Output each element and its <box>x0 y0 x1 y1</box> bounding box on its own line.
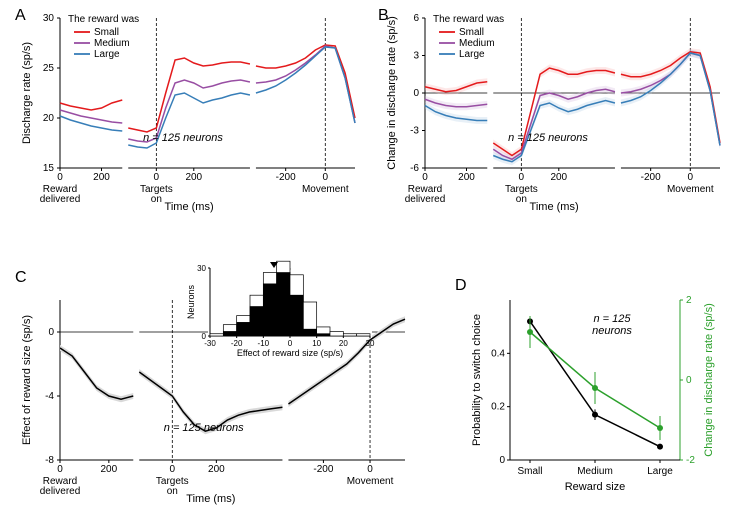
svg-text:n = 125 neurons: n = 125 neurons <box>164 422 244 434</box>
svg-text:20: 20 <box>43 113 55 124</box>
svg-text:Time (ms): Time (ms) <box>165 201 214 213</box>
svg-text:0: 0 <box>413 88 419 99</box>
svg-text:A: A <box>15 7 26 24</box>
svg-text:Small: Small <box>459 27 484 38</box>
svg-text:neurons: neurons <box>592 325 632 337</box>
svg-text:10: 10 <box>312 339 321 348</box>
svg-text:-2: -2 <box>686 455 695 466</box>
svg-text:on: on <box>167 486 178 497</box>
svg-text:6: 6 <box>413 13 419 24</box>
svg-text:0: 0 <box>519 172 525 183</box>
svg-text:Large: Large <box>459 49 485 60</box>
svg-text:delivered: delivered <box>405 194 446 205</box>
svg-text:Small: Small <box>94 27 119 38</box>
svg-text:0: 0 <box>367 464 373 475</box>
svg-text:15: 15 <box>43 163 55 174</box>
svg-text:Probability to switch choice: Probability to switch choice <box>471 314 483 446</box>
svg-text:Time (ms): Time (ms) <box>186 493 235 505</box>
svg-text:-200: -200 <box>641 172 661 183</box>
svg-text:Large: Large <box>94 49 120 60</box>
svg-text:0: 0 <box>422 172 428 183</box>
svg-text:-200: -200 <box>276 172 296 183</box>
svg-text:Medium: Medium <box>577 466 613 477</box>
svg-text:n = 125: n = 125 <box>593 313 631 325</box>
svg-text:Movement: Movement <box>667 184 714 195</box>
svg-text:Movement: Movement <box>347 476 394 487</box>
svg-text:0: 0 <box>154 172 160 183</box>
svg-text:Neurons: Neurons <box>186 284 196 319</box>
svg-text:delivered: delivered <box>40 194 81 205</box>
svg-text:200: 200 <box>458 172 475 183</box>
svg-text:30: 30 <box>197 264 206 273</box>
svg-text:-20: -20 <box>231 339 243 348</box>
svg-text:30: 30 <box>43 13 55 24</box>
svg-text:-8: -8 <box>45 455 54 466</box>
svg-text:0: 0 <box>48 327 54 338</box>
svg-text:-3: -3 <box>410 126 419 137</box>
svg-text:Change in discharge rate (sp/s: Change in discharge rate (sp/s) <box>386 16 398 169</box>
svg-text:Effect of reward size (sp/s): Effect of reward size (sp/s) <box>237 348 343 358</box>
svg-text:200: 200 <box>208 464 225 475</box>
svg-text:Medium: Medium <box>94 38 130 49</box>
svg-text:Time (ms): Time (ms) <box>530 201 579 213</box>
svg-text:0: 0 <box>686 375 692 386</box>
svg-text:-10: -10 <box>258 339 270 348</box>
svg-text:0: 0 <box>170 464 176 475</box>
svg-text:The reward was: The reward was <box>433 14 504 25</box>
svg-text:delivered: delivered <box>40 486 81 497</box>
svg-text:Large: Large <box>647 466 673 477</box>
svg-text:30: 30 <box>366 339 375 348</box>
svg-text:200: 200 <box>100 464 117 475</box>
figure-svg: A15202530Discharge rate (sp/s)0200Reward… <box>0 0 735 524</box>
svg-text:The reward was: The reward was <box>68 14 139 25</box>
svg-text:200: 200 <box>550 172 567 183</box>
svg-text:0: 0 <box>323 172 329 183</box>
svg-text:on: on <box>516 194 527 205</box>
svg-text:Reward size: Reward size <box>565 481 626 493</box>
svg-text:Medium: Medium <box>459 38 495 49</box>
svg-text:200: 200 <box>185 172 202 183</box>
svg-text:n = 125 neurons: n = 125 neurons <box>143 132 223 144</box>
svg-text:-30: -30 <box>204 339 216 348</box>
svg-text:20: 20 <box>339 339 348 348</box>
svg-text:Movement: Movement <box>302 184 349 195</box>
svg-text:0: 0 <box>288 339 293 348</box>
svg-text:-200: -200 <box>313 464 333 475</box>
svg-text:C: C <box>15 269 27 286</box>
svg-text:2: 2 <box>686 295 692 306</box>
svg-text:25: 25 <box>43 63 55 74</box>
svg-text:Effect of reward size (sp/s): Effect of reward size (sp/s) <box>21 315 33 445</box>
svg-text:on: on <box>151 194 162 205</box>
svg-text:0: 0 <box>57 172 63 183</box>
svg-text:0: 0 <box>57 464 63 475</box>
svg-text:0: 0 <box>499 455 505 466</box>
svg-text:n = 125 neurons: n = 125 neurons <box>508 132 588 144</box>
svg-text:0.2: 0.2 <box>491 402 505 413</box>
svg-text:Small: Small <box>517 466 542 477</box>
svg-text:-4: -4 <box>45 391 54 402</box>
svg-text:D: D <box>455 277 467 294</box>
svg-text:200: 200 <box>93 172 110 183</box>
svg-text:0: 0 <box>688 172 694 183</box>
svg-text:Change in discharge rate (sp/s: Change in discharge rate (sp/s) <box>703 303 715 456</box>
svg-text:0.4: 0.4 <box>491 348 505 359</box>
svg-text:Discharge rate (sp/s): Discharge rate (sp/s) <box>21 42 33 144</box>
svg-text:-6: -6 <box>410 163 419 174</box>
svg-text:3: 3 <box>413 51 419 62</box>
